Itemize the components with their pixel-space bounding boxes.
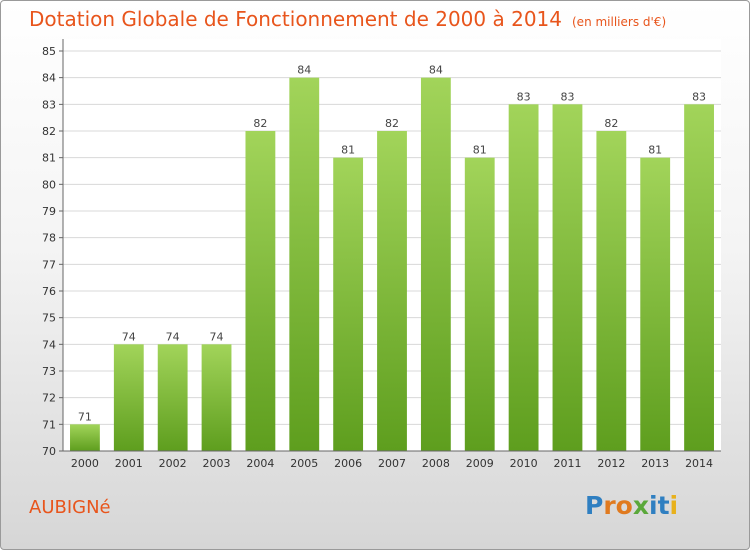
bar-2007 (377, 131, 407, 451)
y-tick-label: 80 (42, 178, 56, 191)
y-tick-label: 77 (42, 258, 56, 271)
value-label-2014: 83 (692, 90, 706, 103)
value-label-2010: 83 (517, 90, 531, 103)
bar-2010 (508, 104, 539, 451)
bar-2000 (70, 424, 100, 451)
x-tick-label-2012: 2012 (597, 457, 625, 470)
y-tick-label: 81 (42, 152, 56, 165)
value-label-2007: 82 (385, 117, 399, 130)
y-tick-label: 76 (42, 285, 56, 298)
title-text: Dotation Globale de Fonctionnement de 20… (29, 7, 562, 31)
logo-letter: o (615, 491, 633, 520)
chart-title: Dotation Globale de Fonctionnement de 20… (29, 7, 666, 31)
x-tick-label-2011: 2011 (553, 457, 581, 470)
value-label-2000: 71 (78, 410, 92, 423)
x-tick-label-2010: 2010 (510, 457, 538, 470)
y-tick-label: 73 (42, 365, 56, 378)
y-tick-label: 78 (42, 232, 56, 245)
x-tick-label-2004: 2004 (246, 457, 274, 470)
value-label-2011: 83 (560, 90, 574, 103)
y-tick-label: 74 (42, 338, 56, 351)
value-label-2013: 81 (648, 144, 662, 157)
bar-2001 (113, 344, 144, 451)
y-tick-label: 75 (42, 312, 56, 325)
bar-2013 (640, 157, 671, 451)
value-label-2009: 81 (473, 144, 487, 157)
town-name: AUBIGNé (29, 497, 111, 518)
y-tick-label: 71 (42, 418, 56, 431)
proxiti-logo[interactable]: Proxiti (585, 491, 678, 520)
bar-2011 (552, 104, 583, 451)
x-tick-label-2007: 2007 (378, 457, 406, 470)
value-label-2002: 74 (166, 330, 180, 343)
bar-2009 (464, 157, 495, 451)
y-tick-label: 72 (42, 392, 56, 405)
x-tick-label-2013: 2013 (641, 457, 669, 470)
bar-2003 (201, 344, 232, 451)
x-axis: 2000 2001 2002 2003 2004 2005 2006 2007 2008 2009… (63, 450, 721, 470)
bar-2006 (333, 157, 364, 451)
bar-2005 (289, 77, 320, 452)
bars (70, 77, 714, 452)
x-tick-label-2000: 2000 (71, 457, 99, 470)
y-tick-label: 85 (42, 45, 56, 58)
bar-2008 (420, 77, 451, 452)
y-axis: 70 71 72 73 74 75 76 77 78 79 80 81 82 83 84 85 (42, 39, 64, 458)
x-tick-label-2009: 2009 (466, 457, 494, 470)
y-tick-label: 79 (42, 205, 56, 218)
x-tick-label-2008: 2008 (422, 457, 450, 470)
logo-letter: t (657, 491, 670, 520)
x-tick-label-2005: 2005 (290, 457, 318, 470)
value-label-2005: 84 (297, 64, 311, 77)
value-label-2008: 84 (429, 64, 443, 77)
logo-letter: x (632, 491, 649, 520)
x-tick-label-2006: 2006 (334, 457, 362, 470)
y-tick-label: 84 (42, 72, 56, 85)
logo-letter: P (585, 491, 604, 520)
x-tick-label-2003: 2003 (203, 457, 231, 470)
value-label-2003: 74 (210, 330, 224, 343)
value-label-2012: 82 (604, 117, 618, 130)
logo-letter: i (649, 491, 658, 520)
value-label-2006: 81 (341, 144, 355, 157)
bar-2002 (157, 344, 188, 451)
x-tick-label-2002: 2002 (159, 457, 187, 470)
value-labels: 71 74 74 74 82 84 81 82 84 81 83 83 82 81 83 (78, 64, 706, 424)
x-tick-label-2001: 2001 (115, 457, 143, 470)
logo-letter: r (603, 491, 616, 520)
y-tick-label: 82 (42, 125, 56, 138)
bar-2004 (245, 131, 276, 451)
bar-2012 (596, 131, 627, 451)
value-label-2001: 74 (122, 330, 136, 343)
unit-subtitle: (en milliers d'€) (572, 15, 667, 29)
y-tick-label: 83 (42, 98, 56, 111)
logo-letter: i (669, 491, 679, 520)
value-label-2004: 82 (253, 117, 267, 130)
bar-2014 (684, 104, 714, 451)
x-tick-label-2014: 2014 (685, 457, 713, 470)
y-tick-label: 70 (42, 445, 56, 458)
